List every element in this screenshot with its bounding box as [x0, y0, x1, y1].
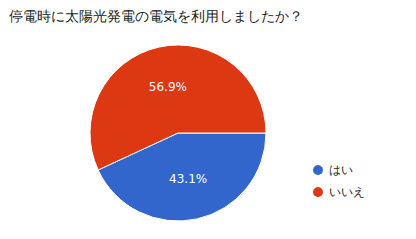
svg-text:いいえ: いいえ	[329, 185, 365, 199]
svg-text:はい: はい	[329, 163, 353, 177]
svg-text:56.9%: 56.9%	[149, 80, 187, 94]
svg-text:43.1%: 43.1%	[169, 172, 207, 186]
svg-text:停電時に太陽光発電の電気を利用しましたか？: 停電時に太陽光発電の電気を利用しましたか？	[9, 8, 303, 24]
